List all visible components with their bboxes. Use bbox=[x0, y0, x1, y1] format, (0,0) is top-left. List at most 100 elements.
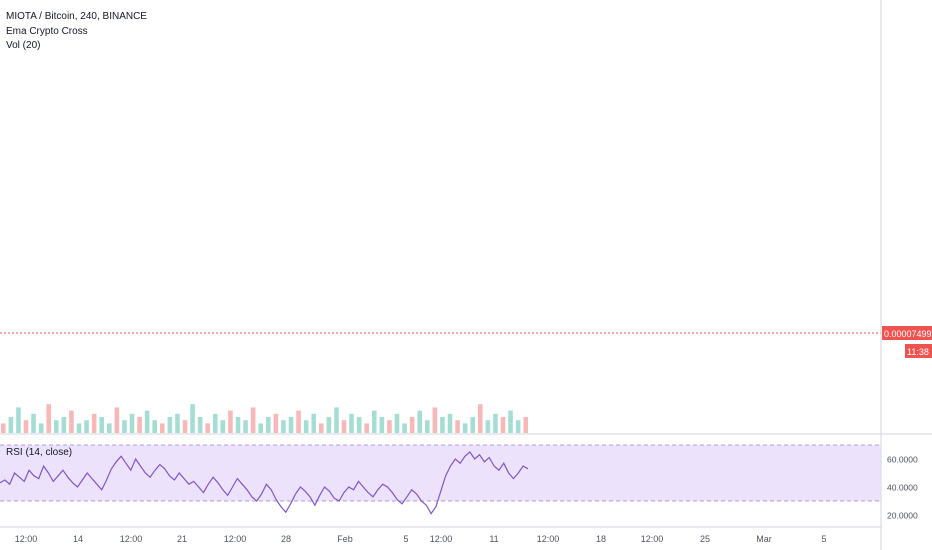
volume-bar bbox=[99, 417, 104, 433]
rsi-panel: 60.0000 40.0000 20.0000 bbox=[0, 433, 932, 521]
volume-bar bbox=[485, 420, 491, 433]
time-tick-label: 14 bbox=[73, 534, 83, 544]
volume-bar bbox=[334, 407, 339, 433]
time-tick-label: 12:00 bbox=[430, 534, 453, 544]
volume-bar bbox=[273, 413, 279, 433]
volume-bar bbox=[220, 420, 226, 433]
time-tick-label: 21 bbox=[177, 534, 187, 544]
time-tick-label: 5 bbox=[821, 534, 826, 544]
volume-bar bbox=[303, 420, 309, 433]
volume-bar bbox=[8, 417, 14, 433]
volume-bar bbox=[440, 417, 445, 433]
time-tick-label: 12:00 bbox=[641, 534, 664, 544]
volume-bar bbox=[31, 413, 36, 433]
volume-bar bbox=[243, 420, 248, 433]
volume-bar bbox=[175, 413, 180, 433]
volume-bar bbox=[258, 423, 263, 433]
volume-bar bbox=[387, 420, 392, 433]
price-badge-value: 0.00007499 bbox=[884, 329, 932, 339]
volume-bar bbox=[341, 420, 347, 433]
volume-bar bbox=[205, 423, 210, 433]
volume-bar bbox=[1, 423, 6, 433]
volume-bar bbox=[250, 407, 256, 433]
time-tick-label: 28 bbox=[281, 534, 291, 544]
volume-bar bbox=[523, 417, 528, 433]
price-badge: 0.00007499 11:38 bbox=[882, 326, 932, 358]
indicator-ema-label: Ema Crypto Cross bbox=[6, 26, 88, 37]
volume-bar bbox=[107, 423, 112, 433]
volume-bar bbox=[417, 410, 422, 433]
volume-bar bbox=[228, 410, 233, 433]
volume-bar bbox=[409, 417, 415, 433]
indicator-vol-label: Vol (20) bbox=[6, 40, 41, 51]
volume-bar bbox=[515, 420, 521, 433]
volume-bar bbox=[129, 413, 135, 433]
volume-bar bbox=[493, 413, 498, 433]
time-tick-label: Mar bbox=[756, 534, 772, 544]
rsi-tick-label: 40.0000 bbox=[887, 483, 918, 493]
volume-bar bbox=[91, 413, 97, 433]
time-axis[interactable]: 12:00 14 12:00 21 12:00 28 Feb 5 12:00 11 12:00 18 1… bbox=[0, 526, 881, 544]
volume-bar bbox=[213, 413, 218, 433]
rsi-line bbox=[0, 451, 529, 515]
volume-bar bbox=[372, 410, 377, 433]
volume-bar bbox=[114, 407, 120, 433]
volume-bar bbox=[84, 420, 89, 433]
volume-bar bbox=[319, 423, 324, 433]
volume-bar bbox=[478, 404, 483, 433]
volume-bar bbox=[432, 407, 438, 433]
volume-bar bbox=[470, 417, 475, 433]
price-badge-timer: 11:38 bbox=[907, 347, 929, 357]
volume-bar bbox=[152, 420, 157, 433]
time-tick-label: 5 bbox=[403, 534, 408, 544]
volume-bar bbox=[296, 410, 301, 433]
volume-bar bbox=[447, 413, 453, 433]
volume-bar bbox=[349, 413, 354, 433]
volume-bar bbox=[455, 420, 460, 433]
volume-bar bbox=[281, 420, 286, 433]
time-tick-label: 25 bbox=[700, 534, 710, 544]
volume-bar bbox=[46, 404, 51, 433]
time-tick-label: 12:00 bbox=[224, 534, 247, 544]
time-tick-label: 11 bbox=[489, 534, 498, 544]
volume-bar bbox=[462, 423, 468, 433]
volume-bar bbox=[326, 417, 332, 433]
volume-bar bbox=[235, 417, 241, 433]
rsi-tick-label: 60.0000 bbox=[887, 455, 918, 465]
volume-bar bbox=[61, 417, 67, 433]
time-tick-label: 18 bbox=[596, 534, 606, 544]
volume-bar bbox=[402, 423, 407, 433]
volume-bar bbox=[311, 413, 316, 433]
volume-bar bbox=[500, 417, 506, 433]
volume-bar bbox=[54, 420, 59, 433]
volume-bar bbox=[356, 417, 362, 433]
time-tick-label: 12:00 bbox=[15, 534, 38, 544]
volume-bar bbox=[38, 423, 44, 433]
time-tick-label: 12:00 bbox=[537, 534, 560, 544]
volume-bar bbox=[16, 407, 21, 433]
time-tick-label: Feb bbox=[337, 534, 353, 544]
symbol-line: MIOTA / Bitcoin, 240, BINANCE bbox=[6, 11, 147, 22]
time-tick-label: 12:00 bbox=[120, 534, 143, 544]
volume-bar bbox=[266, 417, 271, 433]
volume-bar bbox=[122, 420, 127, 433]
volume-bar bbox=[167, 417, 173, 433]
volume-bar bbox=[508, 410, 513, 433]
volume-bar bbox=[182, 420, 188, 433]
volume-bar bbox=[69, 410, 74, 433]
volume-bar bbox=[76, 423, 82, 433]
volume-bar bbox=[144, 410, 150, 433]
rsi-tick-label: 20.0000 bbox=[887, 511, 918, 521]
volume-bar bbox=[160, 423, 165, 433]
volume-bar bbox=[288, 417, 294, 433]
volume-bar bbox=[190, 404, 195, 433]
volume-bar bbox=[364, 423, 369, 433]
volume-bar bbox=[197, 417, 203, 433]
volume-bars bbox=[1, 404, 528, 433]
volume-bar bbox=[379, 417, 385, 433]
volume-bar bbox=[425, 420, 430, 433]
rsi-label: RSI (14, close) bbox=[6, 447, 73, 458]
volume-bar bbox=[23, 420, 29, 433]
volume-bar bbox=[394, 413, 400, 433]
